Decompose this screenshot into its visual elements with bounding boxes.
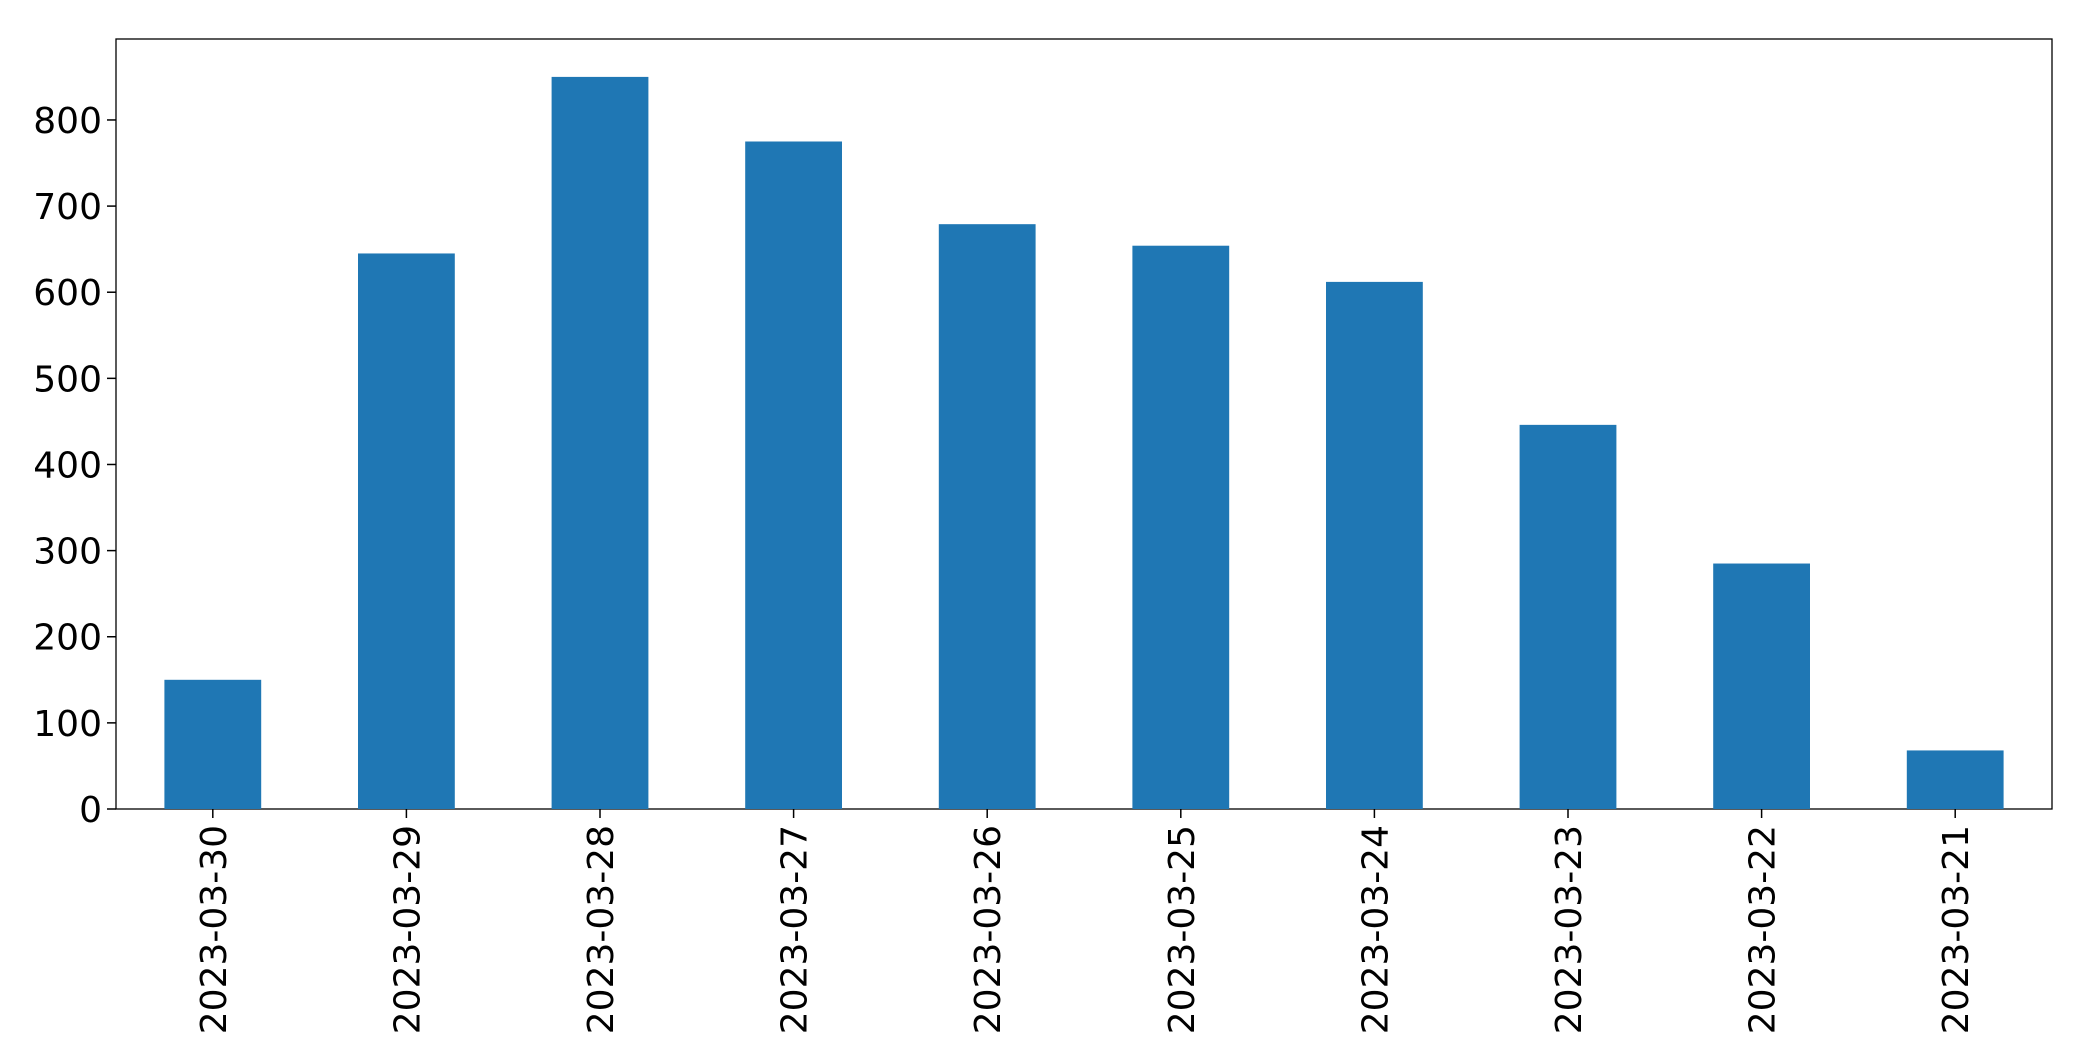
bar (1519, 424, 1617, 809)
bar (745, 141, 842, 810)
y-tick-label: 600 (33, 273, 102, 314)
x-tick-label: 2023-03-26 (968, 825, 1009, 1034)
x-tick-label: 2023-03-23 (1549, 825, 1590, 1034)
bar (358, 253, 455, 810)
bar (1132, 245, 1230, 809)
bar (938, 224, 1036, 810)
x-tick-label: 2023-03-27 (775, 825, 816, 1034)
y-tick-label: 400 (33, 445, 102, 486)
bar (164, 679, 262, 809)
x-tick-label: 2023-03-22 (1743, 825, 1784, 1034)
bar (1906, 750, 2004, 809)
y-tick-label: 200 (33, 618, 102, 659)
plot-frame (115, 38, 2053, 810)
y-tick-label: 100 (33, 704, 102, 745)
y-tick-label: 300 (33, 532, 102, 573)
bar (1713, 563, 1810, 809)
y-tick-label: 500 (33, 359, 102, 400)
x-tick-label: 2023-03-29 (387, 825, 428, 1034)
x-tick-label: 2023-03-25 (1162, 825, 1203, 1034)
x-tick-label: 2023-03-28 (581, 825, 622, 1034)
y-tick-label: 0 (79, 790, 102, 831)
x-tick-label: 2023-03-24 (1355, 825, 1396, 1034)
y-tick-label: 700 (33, 187, 102, 228)
bar (1326, 281, 1423, 810)
y-tick-label: 800 (33, 101, 102, 142)
x-tick-label: 2023-03-30 (194, 825, 235, 1034)
bar (551, 76, 649, 809)
x-tick-label: 2023-03-21 (1936, 825, 1977, 1034)
